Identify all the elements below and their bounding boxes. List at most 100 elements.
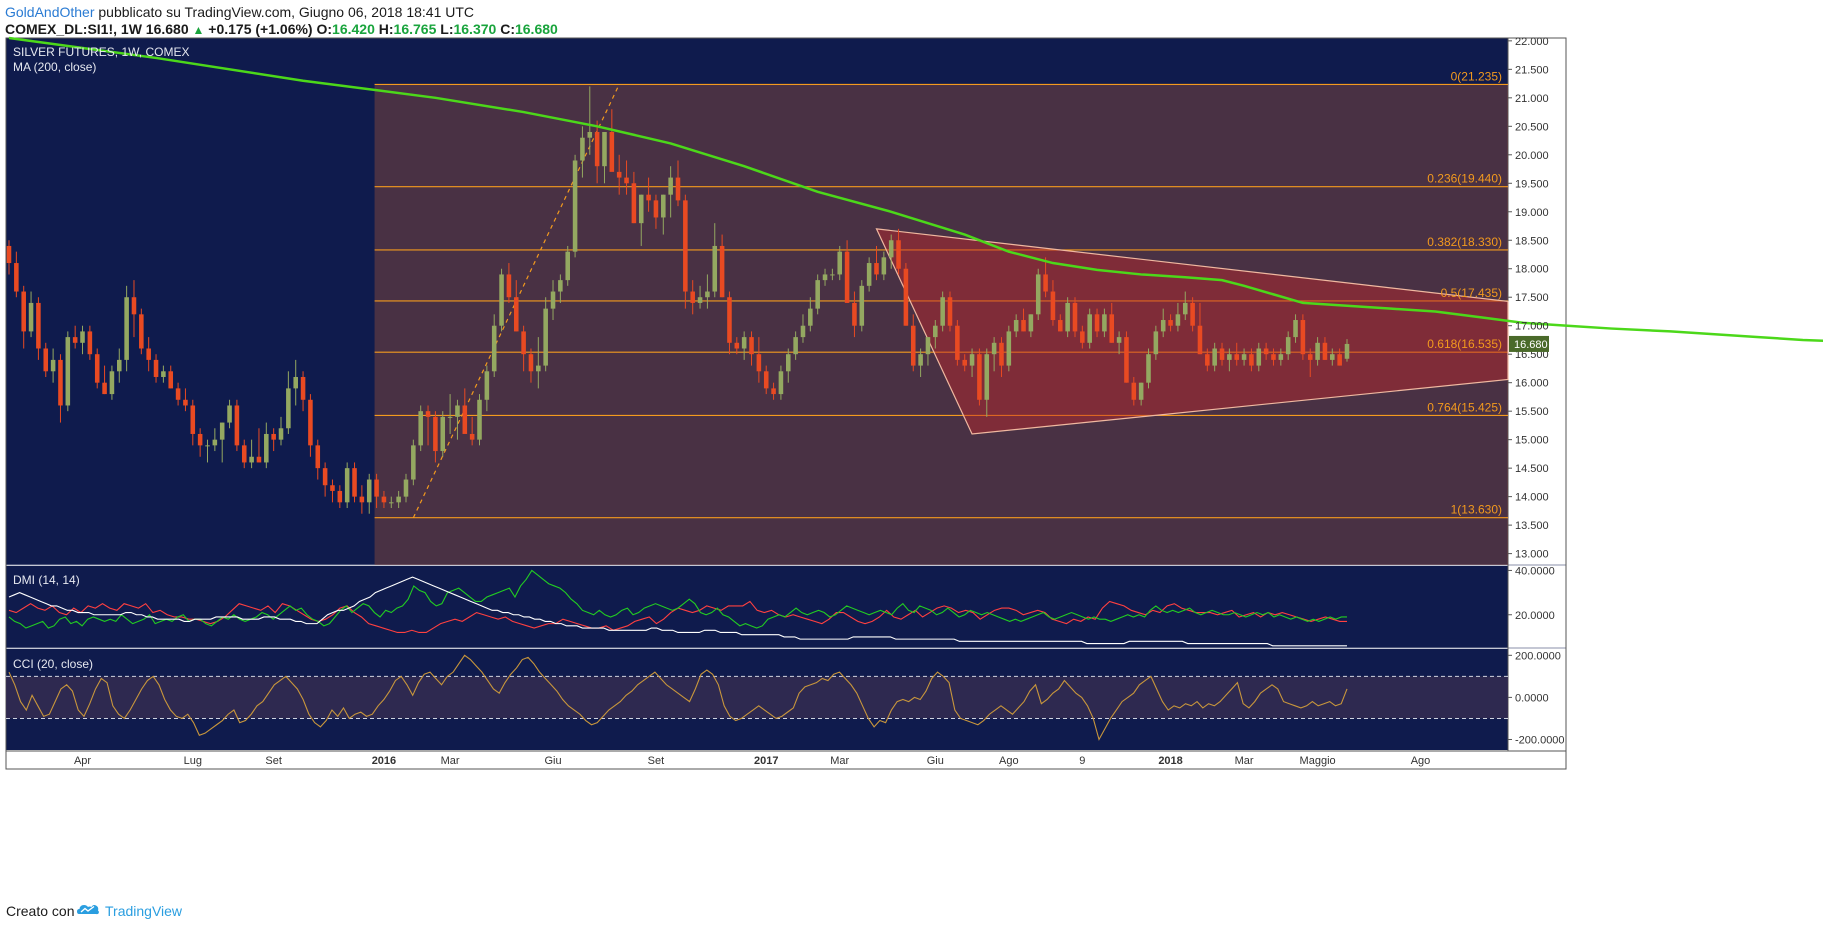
- candle-body: [800, 325, 806, 338]
- candle-body: [1065, 302, 1070, 332]
- candle-body: [683, 200, 688, 292]
- time-tick-label: Ago: [1411, 755, 1431, 767]
- candle-body: [543, 308, 548, 366]
- candle-body: [1197, 325, 1203, 355]
- price-tick-label: 17.500: [1515, 292, 1549, 304]
- candle-body: [602, 132, 607, 167]
- price-tick-label: 18.000: [1515, 264, 1549, 276]
- candle-body: [896, 240, 901, 269]
- candle-body: [1124, 337, 1129, 383]
- candle-body: [6, 245, 12, 264]
- candle-body: [1337, 354, 1342, 366]
- close-label: C:: [500, 21, 515, 37]
- candle-body: [1146, 354, 1151, 383]
- low-label: L:: [440, 21, 454, 37]
- candle-body: [1344, 343, 1350, 359]
- candle-body: [389, 502, 394, 504]
- time-tick-label: Set: [265, 755, 282, 767]
- candle-body: [1234, 354, 1240, 360]
- candle-body: [168, 371, 174, 389]
- candle-body: [469, 433, 475, 440]
- chart-svg[interactable]: 22.000 21.500 21.000 20.500 20.000 19.500 19.0…: [0, 0, 1823, 892]
- time-tick-label: Ago: [999, 755, 1019, 767]
- candle-body: [984, 354, 990, 400]
- candle-body: [161, 371, 166, 377]
- candle-body: [1021, 320, 1026, 332]
- published-text: pubblicato su TradingView.com, Giugno 06…: [94, 4, 475, 20]
- candle-body: [808, 308, 813, 326]
- candle-body: [1072, 302, 1078, 332]
- candle-body: [1212, 348, 1217, 366]
- candle-body: [131, 297, 137, 315]
- candle-body: [256, 456, 262, 463]
- candle-body: [359, 496, 365, 503]
- candle-body: [308, 399, 313, 446]
- candle-body: [1307, 354, 1313, 360]
- price-tick-label: 22.000: [1515, 36, 1549, 48]
- candle-body: [1190, 302, 1195, 326]
- candle-body: [705, 291, 710, 298]
- candle-body: [580, 137, 585, 161]
- candle-body: [271, 433, 276, 440]
- candle-body: [1256, 348, 1262, 366]
- time-tick-label: Mar: [441, 755, 460, 767]
- candle-body: [477, 399, 482, 440]
- candle-body: [513, 297, 519, 332]
- candle-body: [925, 337, 931, 355]
- candle-body: [697, 297, 703, 303]
- candle-body: [293, 376, 298, 389]
- candle-body: [1278, 354, 1284, 360]
- symbol-name: COMEX_DL:SI1!, 1W: [5, 21, 142, 37]
- candle-body: [381, 496, 387, 503]
- candle-body: [646, 194, 651, 201]
- chart-frame: [5, 37, 1567, 770]
- last-price: 16.680: [145, 21, 189, 37]
- candle-body: [785, 354, 791, 372]
- time-tick-label: 2017: [754, 755, 778, 767]
- candle-body: [1043, 274, 1048, 292]
- author-link[interactable]: GoldAndOther: [5, 4, 95, 20]
- candle-body: [675, 177, 681, 201]
- price-axis-area: [1508, 38, 1566, 750]
- candle-body: [1058, 320, 1063, 332]
- candle-body: [594, 132, 600, 167]
- candle-body: [197, 433, 203, 446]
- candle-body: [558, 280, 563, 292]
- candle-body: [734, 342, 740, 349]
- candle-body: [536, 365, 541, 372]
- candle-body: [933, 325, 938, 338]
- candle-body: [1330, 354, 1335, 360]
- candle-body: [175, 388, 181, 400]
- ma200-line: [8, 36, 1823, 342]
- candle-body: [1094, 314, 1100, 332]
- candle-body: [433, 416, 438, 452]
- time-tick-label: Giu: [927, 755, 944, 767]
- price-tick-label: 16.500: [1515, 349, 1549, 361]
- candle-body: [1080, 331, 1085, 343]
- dmi-series-line: [8, 576, 1347, 647]
- candle-body: [550, 291, 556, 309]
- candle-body: [749, 337, 754, 355]
- candle-body: [87, 331, 93, 355]
- candle-body: [146, 348, 151, 360]
- candle-body: [763, 371, 769, 389]
- time-axis-area: [6, 751, 1566, 769]
- candle-body: [991, 342, 997, 355]
- candle-body: [999, 342, 1004, 366]
- tradingview-brand-link[interactable]: TradingView: [105, 903, 183, 919]
- candle-body: [1102, 314, 1107, 332]
- time-tick-label: Apr: [74, 755, 91, 767]
- candle-body: [366, 479, 372, 503]
- candle-body: [1138, 382, 1144, 400]
- candle-body: [756, 354, 762, 372]
- candle-body: [1050, 291, 1056, 321]
- candle-body: [139, 314, 144, 349]
- candle-body: [227, 405, 232, 423]
- candle-body: [43, 348, 49, 372]
- time-tick-label: Maggio: [1300, 755, 1336, 767]
- candle-body: [102, 382, 107, 395]
- price-tick-label: 17.000: [1515, 321, 1549, 333]
- candle-body: [286, 388, 291, 429]
- candle-body: [1116, 337, 1122, 343]
